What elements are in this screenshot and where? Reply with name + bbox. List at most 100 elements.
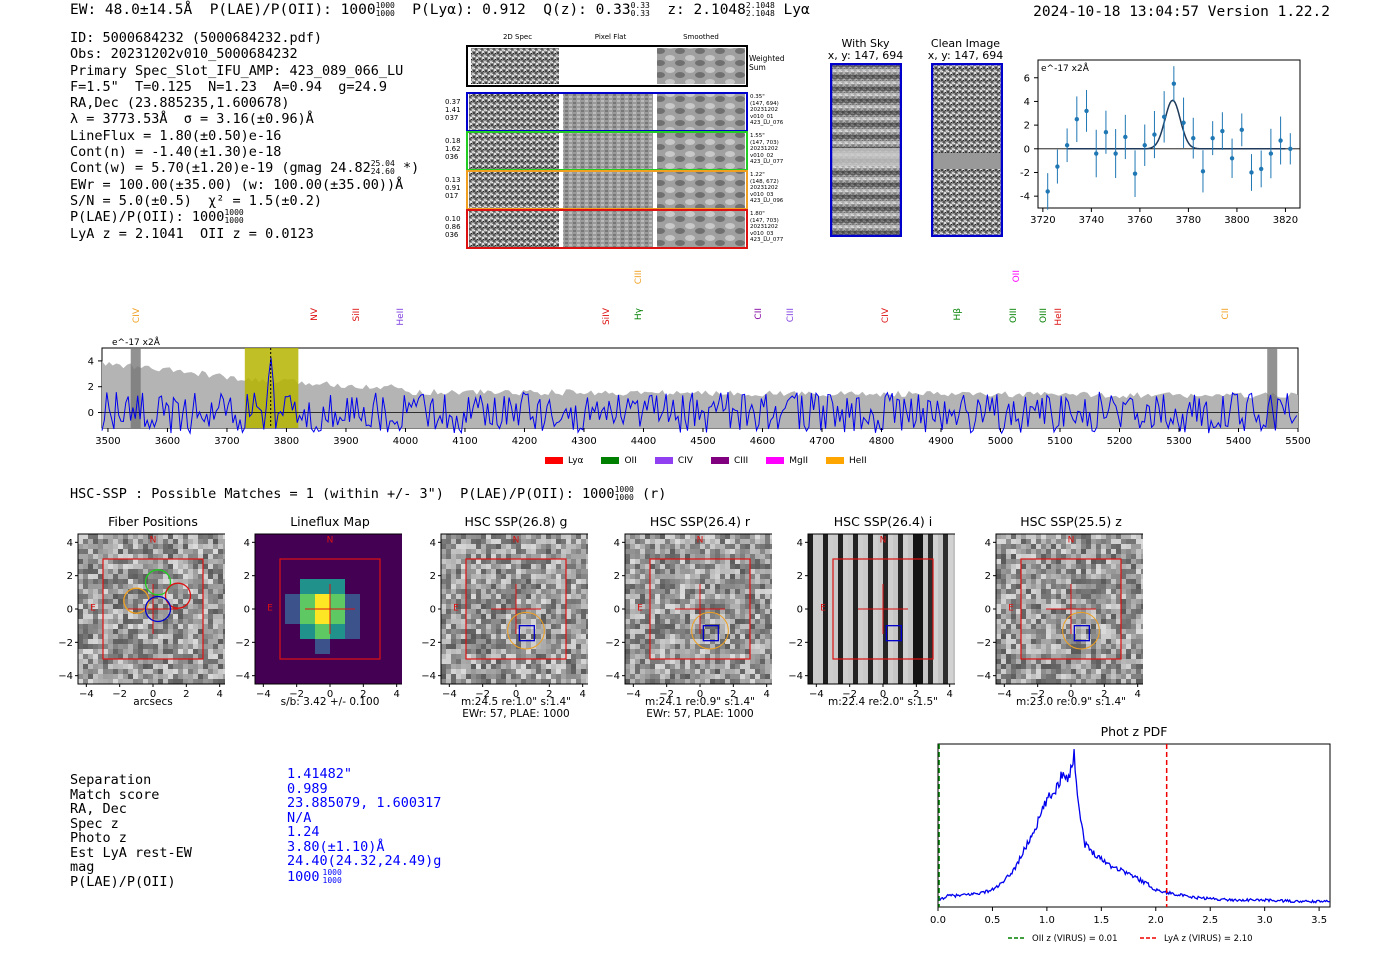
pixel [476,654,481,659]
pixel [456,569,461,574]
pixel [183,579,188,584]
pixel [551,584,556,589]
pixel [645,644,650,649]
pixel [913,589,918,594]
pixel [113,549,118,554]
pixel [168,674,173,679]
pixel [705,539,710,544]
fit-point [1258,166,1264,172]
pixel [1106,614,1111,619]
pixel [665,649,670,654]
pixel [868,634,873,639]
pixel [1101,649,1106,654]
pixel [928,599,933,604]
pixel [750,659,755,664]
pixel [655,569,660,574]
pixel [83,579,88,584]
pixel [660,539,665,544]
pixel [898,549,903,554]
pixel [168,554,173,559]
pixel [813,629,818,634]
pixel [655,619,660,624]
pixel [1081,589,1086,594]
pixel [650,654,655,659]
pixel [178,579,183,584]
pixel [928,539,933,544]
pixel [843,654,848,659]
pixel [456,564,461,569]
pixel [1031,559,1036,564]
pixel [1021,674,1026,679]
pixel [581,584,586,589]
pixel [808,619,813,624]
pixel [1071,564,1076,569]
pixel [883,559,888,564]
pixel [913,679,918,684]
pixel [813,594,818,599]
pixel [730,659,735,664]
pixel [760,669,765,674]
pixel [695,664,700,669]
pixel [1061,639,1066,644]
pixel [755,559,760,564]
pixel [531,539,536,544]
pixel [1006,674,1011,679]
pixel [828,584,833,589]
pixel [88,654,93,659]
pixel [128,654,133,659]
pixel [168,589,173,594]
pixel [345,564,360,579]
pixel [451,634,456,639]
pixel [700,569,705,574]
pixel [566,649,571,654]
pixel [635,599,640,604]
pixel [908,574,913,579]
pixel [770,614,772,619]
pixel [863,594,868,599]
pixel [893,564,898,569]
pixel [1061,569,1066,574]
pixel [635,544,640,549]
pixel [813,549,818,554]
pixel [255,564,270,579]
pixel [913,539,918,544]
pixel [715,604,720,609]
pixel [93,649,98,654]
info-params: F=1.5" T=0.125 N=1.23 A=0.94 g=24.9 [70,78,387,95]
pixel [118,664,123,669]
pixel [838,584,843,589]
pixel [566,589,571,594]
pixel [720,554,725,559]
pixel [1066,544,1071,549]
search-box [465,558,567,660]
pixel [521,644,526,649]
pixel [735,594,740,599]
pixel [715,569,720,574]
pixel [953,569,955,574]
pixel [1061,554,1066,559]
pixel [153,664,158,669]
clean-cutout [931,63,1003,237]
pixel [720,549,725,554]
pixel [1141,604,1143,609]
pixel [1101,604,1106,609]
pixel [695,679,700,684]
pixel [103,674,108,679]
pixel [750,679,755,684]
pixel [630,669,635,674]
pixel [456,539,461,544]
pixel [938,609,943,614]
pixel [531,664,536,669]
east-label: E [453,604,459,614]
pixel [1081,554,1086,559]
pixel [581,654,586,659]
match-frac: 1000 1000 [614,485,634,502]
pixel [813,674,818,679]
panel-xtick-label: −2 [842,689,857,700]
pixel [163,549,168,554]
pixel [625,674,630,679]
pixel [710,629,715,634]
pixel [898,564,903,569]
panel-ytick-label: 0 [67,605,73,616]
spec2d-svg [466,45,748,249]
